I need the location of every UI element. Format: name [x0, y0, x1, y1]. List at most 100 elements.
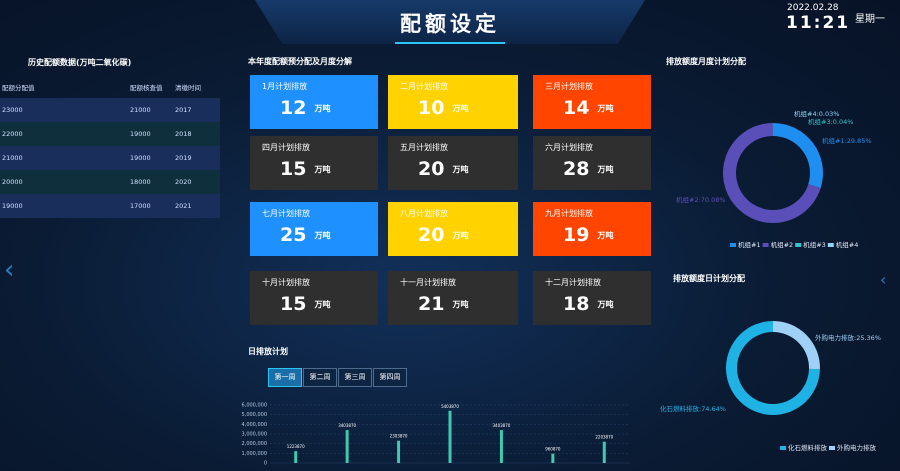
table-cell: 2020: [175, 178, 192, 186]
week-tab[interactable]: 第二周: [303, 368, 337, 387]
bar: [448, 410, 452, 463]
table-cell: 23000: [2, 106, 23, 114]
table-row: 19000 17000 2021: [0, 194, 220, 218]
table-row: 21000 19000 2019: [0, 146, 220, 170]
bar-label: 960870: [545, 447, 561, 452]
month-value: 21 万吨: [418, 293, 468, 315]
table-cell: 18000: [130, 178, 151, 186]
month-number: 21: [418, 293, 445, 315]
bar: [345, 430, 349, 463]
unit: 万吨: [597, 300, 614, 309]
month-card: 1月计划排放 12 万吨: [250, 75, 378, 129]
left-arrow[interactable]: ‹: [4, 255, 15, 285]
month-label: 十一月计划排放: [400, 278, 456, 287]
month-card: 九月计划排放 19 万吨: [533, 202, 651, 256]
month-label: 十月计划排放: [262, 278, 310, 287]
month-card: 三月计划排放 14 万吨: [533, 75, 651, 129]
month-number: 18: [563, 293, 590, 315]
bar: [551, 453, 555, 463]
y-tick-label: 3,000,000: [242, 432, 267, 438]
page-title: 配额设定: [400, 12, 500, 36]
bar-label: 2203870: [595, 435, 613, 440]
bar: [397, 440, 401, 463]
month-value: 15 万吨: [280, 293, 330, 315]
month-number: 14: [563, 97, 590, 119]
table-cell: 2017: [175, 106, 192, 114]
legend-label: 机组#4: [836, 240, 859, 249]
bar: [294, 451, 298, 463]
table-cell: 21000: [2, 154, 23, 162]
unit: 万吨: [452, 300, 469, 309]
unit: 万吨: [597, 104, 614, 113]
table-header: 配额分配值: [2, 84, 35, 92]
monthly-title: 本年度配额预分配及月度分解: [248, 57, 352, 66]
month-number: 20: [418, 158, 445, 180]
month-number: 19: [563, 224, 590, 246]
y-tick-label: 1,000,000: [242, 451, 267, 457]
month-value: 19 万吨: [563, 224, 613, 246]
month-label: 十二月计划排放: [545, 278, 601, 287]
table-header: 配额核查值: [130, 84, 163, 92]
y-tick-label: 0: [264, 461, 267, 467]
legend-swatch: [829, 446, 835, 450]
weekday: 星期一: [855, 14, 885, 25]
legend-label: 机组#1: [738, 240, 761, 249]
month-label: 九月计划排放: [545, 209, 593, 218]
legend-swatch: [827, 243, 834, 247]
unit: 万吨: [452, 165, 469, 174]
month-card: 十一月计划排放 21 万吨: [388, 271, 518, 325]
y-tick-label: 6,000,000: [242, 403, 267, 409]
segment-label: 机组#3:0.04%: [808, 117, 853, 126]
right-arrow[interactable]: ‹: [880, 270, 887, 289]
month-label: 三月计划排放: [545, 82, 593, 91]
legend-swatch: [762, 243, 769, 247]
month-value: 10 万吨: [418, 97, 468, 119]
month-label: 八月计划排放: [400, 209, 448, 218]
segment-label: 化石燃料排放:74.64%: [660, 404, 726, 413]
table-cell: 22000: [2, 130, 23, 138]
y-tick-label: 5,000,000: [242, 412, 267, 418]
legend-label: 化石燃料排放: [788, 443, 828, 452]
table-row: 22000 19000 2018: [0, 122, 220, 146]
legend-label: 外购电力排放: [837, 443, 877, 452]
unit: 万吨: [314, 300, 331, 309]
month-number: 25: [280, 224, 307, 246]
segment-label: 外购电力排放:25.36%: [815, 333, 881, 342]
month-card: 十月计划排放 15 万吨: [250, 271, 378, 325]
unit: 万吨: [314, 165, 331, 174]
table-cell: 19000: [130, 154, 151, 162]
unit: 万吨: [452, 104, 469, 113]
month-label: 六月计划排放: [545, 143, 593, 152]
table-cell: 2019: [175, 154, 192, 162]
segment-label: 机组#2:70.08%: [676, 195, 726, 204]
bar: [602, 441, 606, 463]
month-label: 二月计划排放: [400, 82, 448, 91]
week-tab[interactable]: 第四周: [373, 368, 407, 387]
unit: 万吨: [597, 165, 614, 174]
month-value: 18 万吨: [563, 293, 613, 315]
month-label: 四月计划排放: [262, 143, 310, 152]
table-row: 23000 21000 2017: [0, 98, 220, 122]
table-cell: 20000: [2, 178, 23, 186]
week-tab[interactable]: 第三周: [338, 368, 372, 387]
month-card: 五月计划排放 20 万吨: [388, 136, 518, 190]
month-value: 28 万吨: [563, 158, 613, 180]
legend-swatch: [730, 243, 736, 247]
month-card: 二月计划排放 10 万吨: [388, 75, 518, 129]
month-value: 25 万吨: [280, 224, 330, 246]
bar-label: 3403870: [338, 423, 356, 428]
table-cell: 17000: [130, 202, 151, 210]
table-cell: 19000: [2, 202, 23, 210]
month-card: 七月计划排放 25 万吨: [250, 202, 378, 256]
month-value: 15 万吨: [280, 158, 330, 180]
title-underline: [395, 42, 505, 44]
table-cell: 2018: [175, 130, 192, 138]
month-number: 15: [280, 158, 307, 180]
month-label: 1月计划排放: [262, 82, 308, 91]
daily-title: 日排放计划: [248, 347, 288, 356]
unit: 万吨: [314, 231, 331, 240]
bar-label: 1223870: [287, 444, 305, 449]
pie-title: 排放额度日计划分配: [673, 274, 745, 283]
week-tab[interactable]: 第一周: [268, 368, 302, 387]
pie-title: 排放额度月度计划分配: [666, 57, 746, 66]
